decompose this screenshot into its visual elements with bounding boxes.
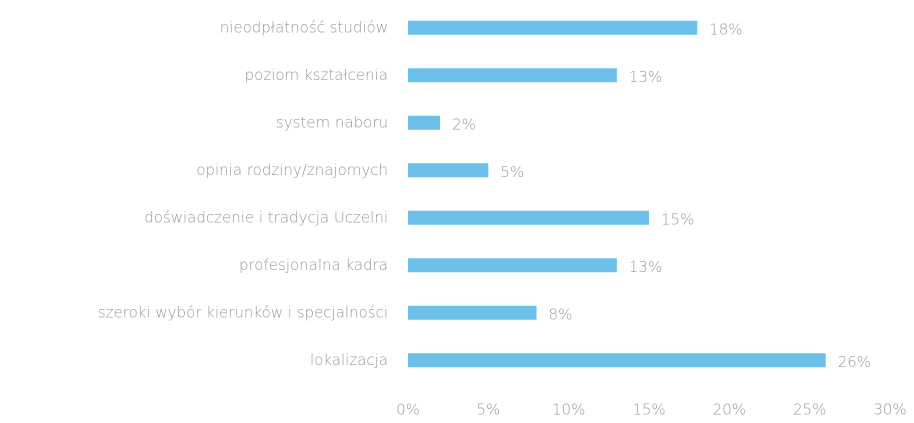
value-label: 15% <box>661 210 694 228</box>
value-label: 2% <box>452 115 476 133</box>
value-label: 8% <box>549 305 573 323</box>
bar <box>408 68 617 83</box>
y-tick-label: lokalizacja <box>310 351 388 369</box>
value-label: 18% <box>709 20 742 38</box>
value-label: 26% <box>838 353 871 371</box>
value-label: 13% <box>629 258 662 276</box>
x-tick-label: 10% <box>552 401 585 419</box>
bar <box>408 115 441 130</box>
y-tick-label: profesjonalna kadra <box>239 256 388 274</box>
x-tick-label: 0% <box>396 401 420 419</box>
y-tick-label: doświadczenie i tradycja Uczelni <box>144 208 388 226</box>
x-tick-label: 20% <box>713 401 746 419</box>
x-tick-label: 5% <box>476 401 500 419</box>
y-tick-label: system naboru <box>276 113 388 131</box>
x-tick-label: 15% <box>632 401 665 419</box>
x-tick-label: 30% <box>873 401 906 419</box>
x-tick-label: 25% <box>793 401 826 419</box>
bar <box>408 305 537 320</box>
bar <box>408 258 617 273</box>
bar <box>408 20 698 35</box>
y-tick-label: szeroki wybór kierunków i specjalności <box>98 303 388 321</box>
bar <box>408 163 489 178</box>
y-tick-label: opinia rodziny/znajomych <box>196 161 388 179</box>
bar <box>408 353 826 368</box>
y-tick-label: poziom kształcenia <box>245 66 388 84</box>
value-label: 13% <box>629 68 662 86</box>
y-tick-label: nieodpłatność studiów <box>220 18 388 36</box>
value-label: 5% <box>500 163 524 181</box>
bar <box>408 210 649 225</box>
